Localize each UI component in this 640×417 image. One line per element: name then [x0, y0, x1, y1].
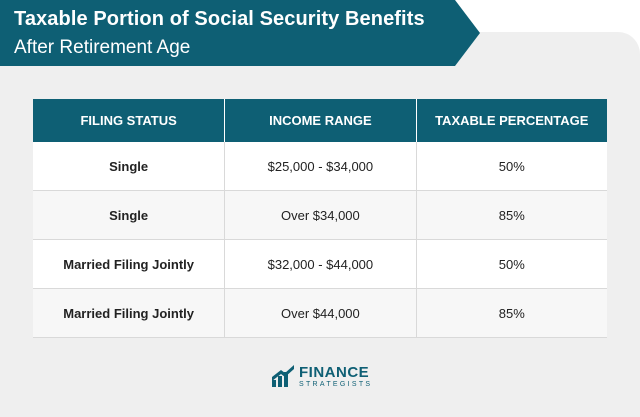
header-income-range: INCOME RANGE [224, 99, 417, 142]
title-banner: Taxable Portion of Social Security Benef… [0, 0, 480, 66]
taxable-percentage-cell: 50% [416, 142, 607, 191]
taxable-benefits-table: FILING STATUS INCOME RANGE TAXABLE PERCE… [33, 99, 607, 338]
taxable-percentage-cell: 50% [416, 239, 607, 289]
header-filing-status: FILING STATUS [33, 99, 226, 142]
header-taxable-percentage: TAXABLE PERCENTAGE [416, 99, 607, 142]
rising-bars-logo-icon [272, 365, 294, 387]
filing-status-cell: Single [33, 190, 226, 240]
table-row: Married Filing Jointly Over $44,000 85% [33, 288, 607, 338]
income-range-cell: Over $34,000 [224, 190, 417, 240]
filing-status-cell: Single [33, 142, 226, 191]
table-row: Single Over $34,000 85% [33, 190, 607, 240]
filing-status-cell: Married Filing Jointly [33, 288, 226, 338]
taxable-percentage-cell: 85% [416, 288, 607, 338]
income-range-cell: Over $44,000 [224, 288, 417, 338]
page-subtitle: After Retirement Age [14, 37, 191, 58]
logo-tagline: STRATEGISTS [299, 380, 373, 388]
table-header-row: FILING STATUS INCOME RANGE TAXABLE PERCE… [33, 99, 607, 142]
income-range-cell: $25,000 - $34,000 [224, 142, 417, 191]
logo-name: FINANCE [299, 363, 370, 381]
finance-strategists-logo: FINANCE STRATEGISTS [271, 364, 372, 388]
taxable-percentage-cell: 85% [416, 190, 607, 240]
filing-status-cell: Married Filing Jointly [33, 239, 226, 289]
table-row: Single $25,000 - $34,000 50% [33, 142, 607, 191]
income-range-cell: $32,000 - $44,000 [224, 239, 417, 289]
table-row: Married Filing Jointly $32,000 - $44,000… [33, 239, 607, 289]
page-title: Taxable Portion of Social Security Benef… [14, 8, 425, 30]
